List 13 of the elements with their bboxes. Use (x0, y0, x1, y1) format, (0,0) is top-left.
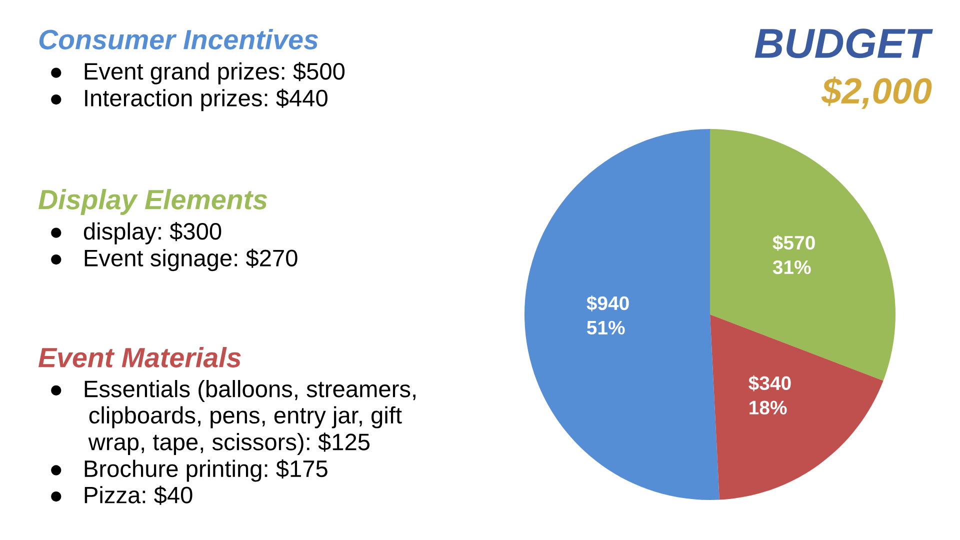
pie-slice (524, 129, 720, 500)
chart-subtitle: $2,000 (821, 76, 932, 109)
data-label: $340 18% (748, 375, 791, 414)
pie-slice (710, 314, 884, 500)
text: ● Essentials (balloons, streamers, clipboards, pens, entry jar, gift wrap, tape, scissors): $125 ● Brochure printing: $175 ● Pizza: $40 (51, 380, 416, 505)
data-label: $570 31% (772, 235, 815, 274)
text: Consumer Incentives (39, 29, 318, 50)
text: ● display: $300 ● Event signage: $270 (51, 222, 298, 272)
data-label: $940 51% (586, 295, 629, 335)
text: Display Elements (38, 189, 268, 215)
text: ● Event grand prizes: $500 ● Interaction prizes: $440 (51, 62, 345, 112)
text: Event Materials (38, 347, 241, 368)
chart-title: BUDGET (754, 28, 933, 58)
